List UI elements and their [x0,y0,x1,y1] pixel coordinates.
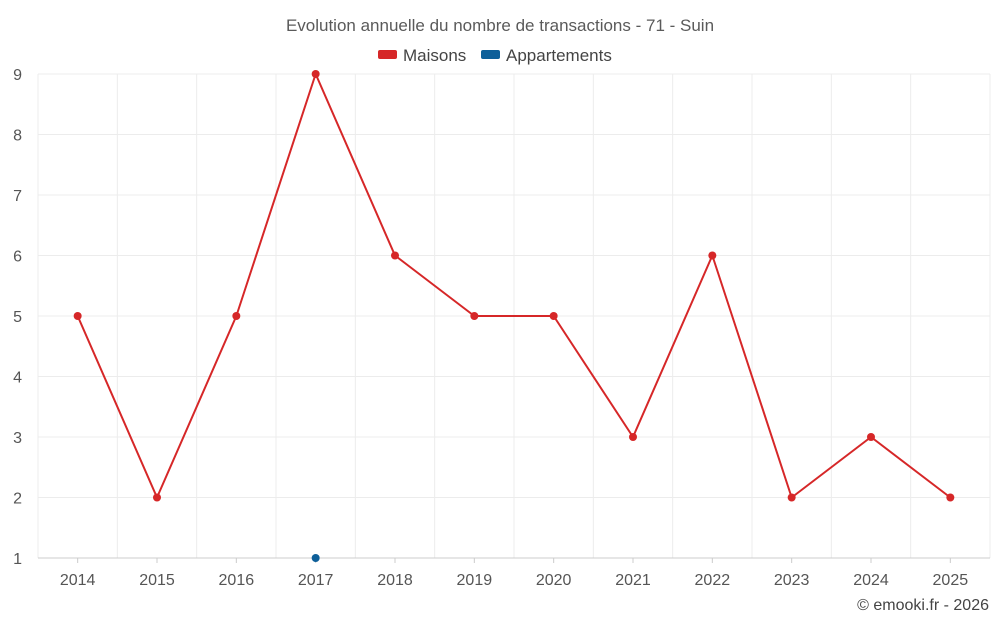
x-tick-label: 2018 [377,572,413,589]
data-point-maisons-2022[interactable] [708,251,717,260]
y-tick-label: 1 [13,551,22,568]
axes: 1 2 3 4 5 6 7 8 9 2014 2015 2016 2017 2018 2019 2020 202… [13,67,990,589]
x-tick-label: 2020 [536,572,572,589]
y-tick-label: 4 [13,370,22,387]
y-tick-label: 3 [13,430,22,447]
legend-swatch-appartements [481,50,500,59]
data-point-maisons-2018[interactable] [391,251,399,260]
series-line-maisons [76,73,951,499]
y-tick-label: 8 [13,128,22,145]
legend-item-appartements[interactable]: Appartements [481,46,612,65]
data-point-maisons-2014[interactable] [73,312,82,320]
data-point-maisons-2021[interactable] [629,433,637,441]
x-tick-label: 2016 [219,572,255,589]
data-point-maisons-2016[interactable] [232,312,241,320]
credit-text: © emooki.fr - 2026 [857,597,989,614]
legend-swatch-maisons [378,50,397,59]
y-tick-label: 9 [13,67,22,84]
legend-item-maisons[interactable]: Maisons [378,46,466,65]
x-tick-label: 2021 [615,572,651,589]
y-tick-label: 5 [13,309,22,326]
legend-label-maisons: Maisons [403,46,466,65]
legend-label-appartements: Appartements [506,46,612,65]
data-point-maisons-2020[interactable] [549,312,558,320]
data-point-maisons-2019[interactable] [470,312,479,320]
y-tick-label: 2 [13,491,22,508]
plot-area [73,70,955,562]
data-point-maisons-2024[interactable] [867,433,875,441]
x-tick-label: 2025 [933,572,969,589]
data-point-maisons-2017[interactable] [311,70,320,78]
x-tick-label: 2015 [139,572,175,589]
data-point-maisons-2023[interactable] [787,493,796,502]
x-tick-label: 2019 [457,572,493,589]
y-tick-label: 7 [13,188,22,205]
data-point-appartements-2017[interactable] [311,554,320,562]
x-tick-label: 2022 [695,572,731,589]
x-tick-label: 2017 [298,572,334,589]
legend: Maisons Appartements [378,46,612,65]
data-point-maisons-2015[interactable] [153,493,161,502]
y-tick-label: 6 [13,249,22,266]
chart-title: Evolution annuelle du nombre de transact… [286,16,714,35]
x-tick-label: 2024 [853,572,889,589]
x-tick-label: 2014 [60,572,96,589]
data-point-maisons-2025[interactable] [946,493,955,502]
x-tick-label: 2023 [774,572,810,589]
